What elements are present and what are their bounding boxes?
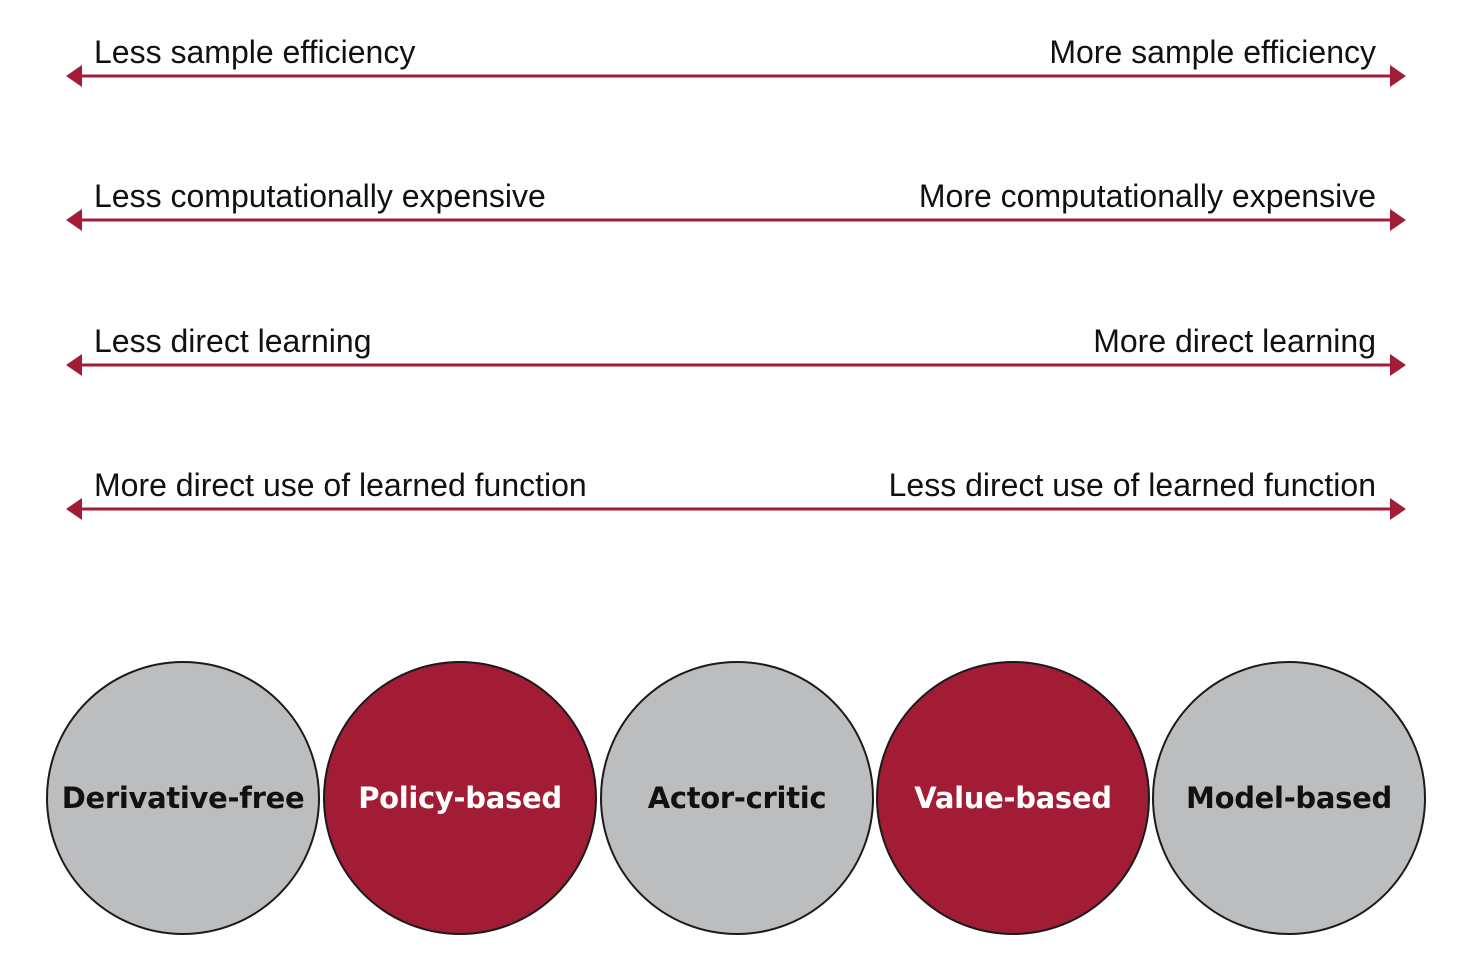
spectrum-sample-efficiency: Less sample efficiency More sample effic… [66,20,1406,90]
approach-label: Policy-based [358,781,562,815]
double-arrow-icon [66,354,1406,376]
double-arrow-icon [66,498,1406,520]
spectrum-learned-function-use: More direct use of learned function Less… [66,453,1406,523]
spectrum-left-label: Less computationally expensive [94,178,546,214]
spectrum-right-label: More computationally expensive [918,178,1376,214]
spectrum-right-label: Less direct use of learned function [888,467,1376,503]
spectrum-left-label: Less sample efficiency [94,34,416,70]
spectrum-right-label: More direct learning [1093,323,1376,359]
approach-label: Derivative-free [61,781,305,815]
double-arrow-icon [66,65,1406,87]
double-arrow-icon [66,209,1406,231]
approach-policy-based: Policy-based [323,661,597,935]
spectrum-left-label: More direct use of learned function [94,467,587,503]
approach-actor-critic: Actor-critic [600,661,874,935]
spectrum-left-label: Less direct learning [94,323,372,359]
spectrum-right-label: More sample efficiency [1049,34,1376,70]
spectrum-direct-learning: Less direct learning More direct learnin… [66,309,1406,379]
approach-label: Model-based [1186,781,1392,815]
approach-label: Value-based [914,781,1112,815]
spectrum-computational-expense: Less computationally expensive More comp… [66,164,1406,234]
approach-value-based: Value-based [876,661,1150,935]
approach-derivative-free: Derivative-free [46,661,320,935]
approach-model-based: Model-based [1152,661,1426,935]
approach-label: Actor-critic [647,781,827,815]
